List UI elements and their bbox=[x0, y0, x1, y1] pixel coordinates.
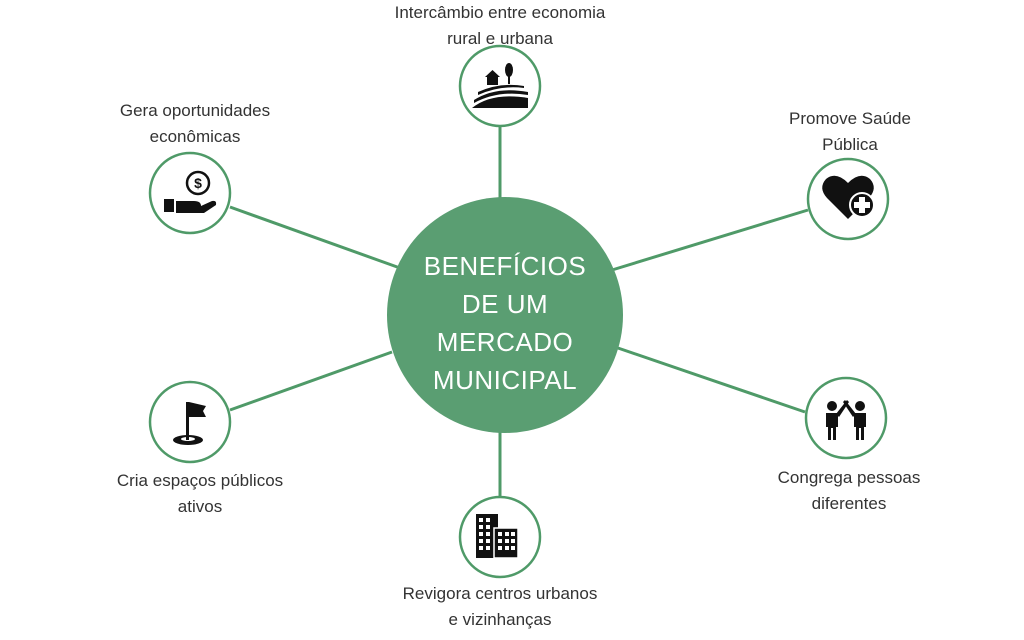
label-intercambio: Intercâmbio entre economia rural e urban… bbox=[360, 0, 640, 52]
label-saude-line-1: Promove Saúde bbox=[789, 109, 911, 128]
label-saude: Promove Saúde Pública bbox=[750, 106, 950, 158]
label-congrega: Congrega pessoas diferentes bbox=[744, 465, 954, 517]
label-espacos-line-2: ativos bbox=[177, 497, 223, 516]
connector-saude bbox=[611, 208, 809, 272]
flag-hole-icon bbox=[173, 402, 206, 445]
node-circle-espacos bbox=[148, 380, 232, 464]
label-congrega-line-2: diferentes bbox=[811, 494, 887, 513]
label-espacos: Cria espaços públicos ativos bbox=[80, 468, 320, 520]
label-espacos-line-1: Cria espaços públicos bbox=[116, 471, 284, 490]
buildings-icon bbox=[476, 514, 519, 559]
label-revigora-line-2: e vizinhanças bbox=[448, 610, 552, 629]
connector-congrega bbox=[614, 345, 806, 414]
label-oportunidades-line-2: econômicas bbox=[149, 127, 241, 146]
label-intercambio-line-2: rural e urbana bbox=[447, 29, 553, 48]
center-circle bbox=[387, 197, 623, 433]
label-saude-line-2: Pública bbox=[822, 135, 878, 154]
center-title-line-2: DE UM bbox=[461, 289, 549, 319]
label-intercambio-line-1: Intercâmbio entre economia bbox=[394, 3, 606, 22]
node-circle-oportunidades bbox=[148, 151, 232, 235]
label-oportunidades-line-1: Gera oportunidades bbox=[119, 101, 271, 120]
rural-landscape-icon bbox=[472, 63, 528, 108]
label-revigora-line-1: Revigora centros urbanos bbox=[402, 584, 598, 603]
heart-plus-icon bbox=[822, 175, 875, 219]
center-title-line-3: MERCADO bbox=[436, 327, 574, 357]
label-congrega-line-1: Congrega pessoas bbox=[777, 468, 921, 487]
label-oportunidades: Gera oportunidades econômicas bbox=[80, 98, 310, 150]
center-title: BENEFÍCIOS DE UM MERCADO MUNICIPAL bbox=[388, 247, 622, 399]
high-five-icon bbox=[826, 400, 866, 440]
connector-espacos bbox=[229, 350, 393, 412]
center-title-line-1: BENEFÍCIOS bbox=[423, 251, 587, 281]
label-revigora: Revigora centros urbanos e vizinhanças bbox=[370, 581, 630, 633]
money-hand-icon: $ bbox=[164, 170, 217, 213]
svg-text:$: $ bbox=[194, 175, 202, 191]
node-circle-congrega bbox=[804, 376, 888, 460]
connector-oportunidades bbox=[229, 205, 401, 270]
center-title-line-4: MUNICIPAL bbox=[432, 365, 578, 395]
